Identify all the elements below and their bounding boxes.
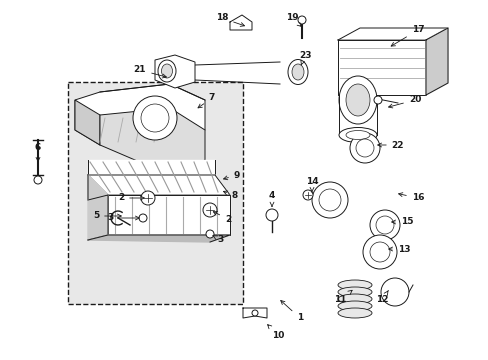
Polygon shape [229,15,251,30]
Ellipse shape [161,64,172,78]
Circle shape [380,278,408,306]
Text: 15: 15 [391,217,412,226]
Text: 21: 21 [134,66,166,78]
Polygon shape [337,40,425,95]
Ellipse shape [337,287,371,297]
Circle shape [34,176,42,184]
Circle shape [205,230,214,238]
Ellipse shape [337,280,371,290]
Ellipse shape [287,59,307,85]
Circle shape [349,133,379,163]
Circle shape [375,216,393,234]
Circle shape [369,210,399,240]
Circle shape [139,214,147,222]
Text: 17: 17 [390,26,424,46]
Text: 16: 16 [398,193,424,202]
Text: 23: 23 [298,50,311,65]
Text: 22: 22 [377,140,404,149]
Text: 14: 14 [305,177,318,192]
Polygon shape [88,175,229,195]
Text: 3: 3 [212,235,224,244]
Text: 5: 5 [93,211,121,220]
Polygon shape [425,28,447,95]
Circle shape [297,16,305,24]
Circle shape [373,96,381,104]
Polygon shape [108,195,229,235]
Ellipse shape [346,84,369,116]
Circle shape [318,189,340,211]
Text: 3: 3 [107,213,139,222]
Circle shape [251,310,258,316]
Polygon shape [155,55,195,88]
Polygon shape [337,28,447,40]
Ellipse shape [337,308,371,318]
Ellipse shape [337,294,371,304]
Circle shape [303,190,312,200]
Text: 8: 8 [223,191,238,201]
Circle shape [141,191,155,205]
Text: 2: 2 [118,194,144,202]
Text: 1: 1 [280,301,303,323]
Ellipse shape [337,301,371,311]
Circle shape [133,96,177,140]
Ellipse shape [338,76,376,124]
Polygon shape [75,100,100,145]
Polygon shape [88,160,215,175]
Circle shape [355,139,373,157]
Text: 13: 13 [388,244,409,253]
Ellipse shape [291,64,304,80]
Circle shape [369,242,389,262]
FancyBboxPatch shape [68,82,243,304]
Text: 6: 6 [35,144,41,161]
Text: 19: 19 [285,13,301,26]
Text: 10: 10 [267,325,284,339]
Polygon shape [75,84,204,145]
Ellipse shape [158,60,176,82]
Text: 18: 18 [215,13,244,26]
Text: 12: 12 [375,291,387,305]
Polygon shape [100,108,204,175]
Ellipse shape [338,127,376,143]
Polygon shape [88,175,108,218]
Circle shape [141,104,169,132]
Polygon shape [88,235,229,242]
Polygon shape [88,195,108,240]
Text: 7: 7 [198,94,215,108]
Text: 2: 2 [213,212,231,224]
Circle shape [362,235,396,269]
Text: 4: 4 [268,192,275,206]
Circle shape [265,209,278,221]
Circle shape [203,203,217,217]
Ellipse shape [346,130,369,139]
Text: 11: 11 [333,290,351,305]
Circle shape [311,182,347,218]
Text: 20: 20 [388,95,420,108]
Text: 9: 9 [223,171,240,180]
Polygon shape [243,308,266,318]
